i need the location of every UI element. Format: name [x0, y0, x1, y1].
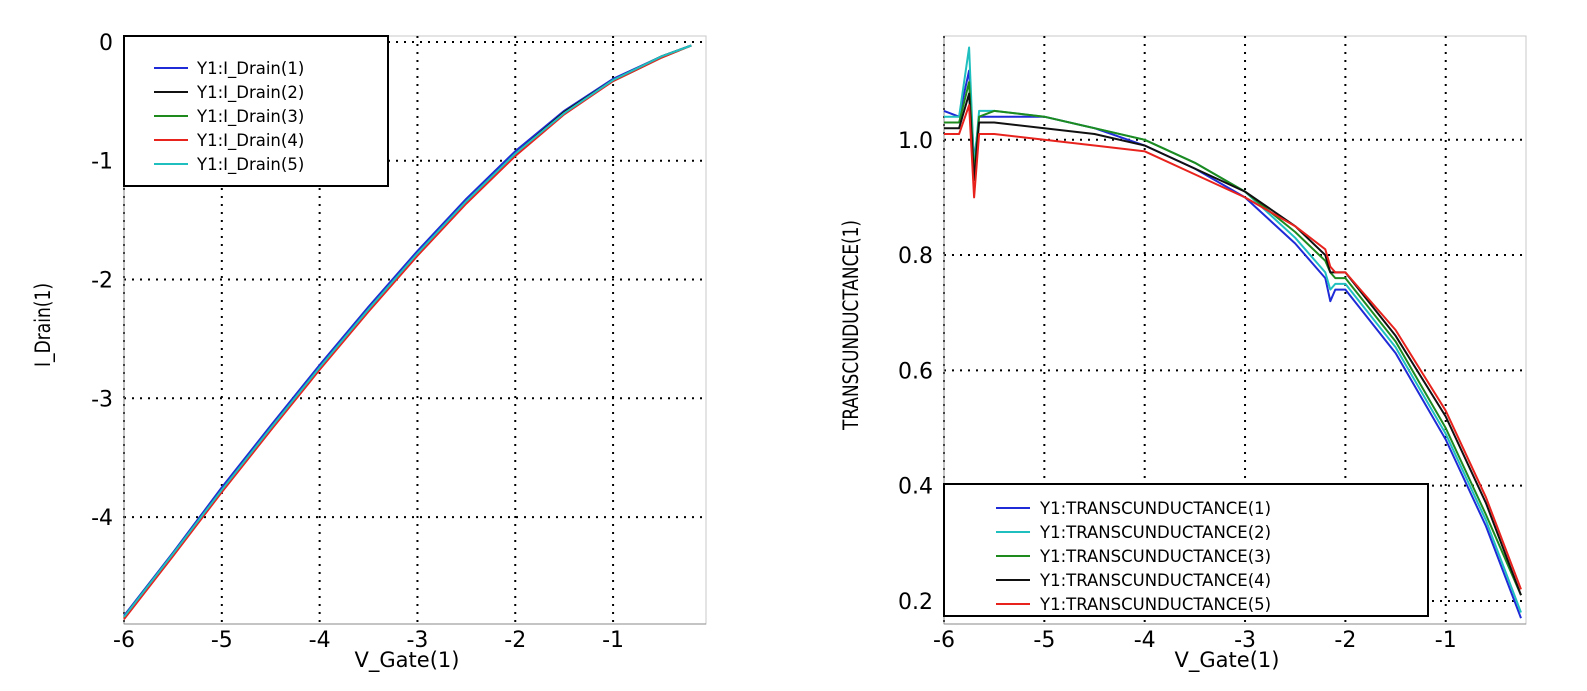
legend-label-5: Y1:TRANSCUNDUCTANCE(5) [1039, 595, 1271, 614]
legend-label-5: Y1:I_Drain(5) [196, 155, 304, 175]
x-tick-label: -4 [1134, 628, 1156, 653]
series-line-4 [944, 92, 1522, 596]
legend-label-1: Y1:I_Drain(1) [196, 59, 304, 79]
x-tick-label: -3 [1234, 628, 1256, 653]
legend-label-4: Y1:TRANSCUNDUCTANCE(4) [1039, 571, 1271, 590]
x-tick-label: -4 [309, 628, 331, 653]
legend-label-3: Y1:I_Drain(3) [196, 107, 304, 127]
y-tick-label: 0 [99, 31, 113, 56]
y-axis-title: TRANSCUNDUCTANCE(1) [839, 220, 863, 431]
x-tick-label: -5 [211, 628, 233, 653]
y-tick-label: 0.2 [898, 590, 933, 615]
x-tick-label: -1 [602, 628, 624, 653]
legend-box [123, 35, 389, 187]
legend: Y1:I_Drain(1) Y1:I_Drain(2) Y1:I_Drain(3) Y… [123, 35, 389, 187]
y-tick-label: 0.4 [898, 475, 933, 500]
x-tick-label: -6 [113, 628, 135, 653]
x-tick-label: -1 [1435, 628, 1457, 653]
x-tick-label: -6 [933, 628, 955, 653]
x-tick-label: -3 [406, 628, 428, 653]
y-tick-label: -3 [91, 387, 113, 412]
legend-label-4: Y1:I_Drain(4) [196, 131, 304, 151]
legend: Y1:TRANSCUNDUCTANCE(1) Y1:TRANSCUNDUCTANC… [943, 483, 1429, 617]
chart-drain-current: -6 -5 -4 -3 -2 -1 0 -1 -2 -3 -4 V_Gate(1) I_Drain(1)… [31, 31, 707, 673]
series-line-5 [944, 104, 1522, 590]
legend-label-3: Y1:TRANSCUNDUCTANCE(3) [1039, 547, 1271, 566]
y-tick-label: -1 [91, 150, 113, 175]
y-tick-label: 0.6 [898, 359, 933, 384]
x-tick-label: -5 [1033, 628, 1055, 653]
y-tick-label: 0.8 [898, 244, 933, 269]
y-tick-label: -2 [91, 269, 113, 294]
legend-label-2: Y1:TRANSCUNDUCTANCE(2) [1039, 523, 1271, 542]
chart-transconductance: -6 -5 -4 -3 -2 -1 1.0 0.8 0.6 0.4 0.2 V_Gate(1) TRAN… [839, 35, 1527, 673]
legend-label-1: Y1:TRANSCUNDUCTANCE(1) [1039, 499, 1271, 518]
y-tick-label: 1.0 [898, 129, 933, 154]
y-tick-label: -4 [91, 506, 113, 531]
x-tick-label: -2 [504, 628, 526, 653]
series-line-1 [123, 44, 692, 617]
series-line-5 [123, 44, 692, 618]
legend-box [943, 483, 1429, 617]
y-axis-title: I_Drain(1) [31, 283, 56, 367]
x-axis-title: V_Gate(1) [355, 648, 460, 673]
legend-label-2: Y1:I_Drain(2) [196, 83, 304, 103]
x-axis-title: V_Gate(1) [1175, 648, 1280, 673]
x-tick-label: -2 [1334, 628, 1356, 653]
